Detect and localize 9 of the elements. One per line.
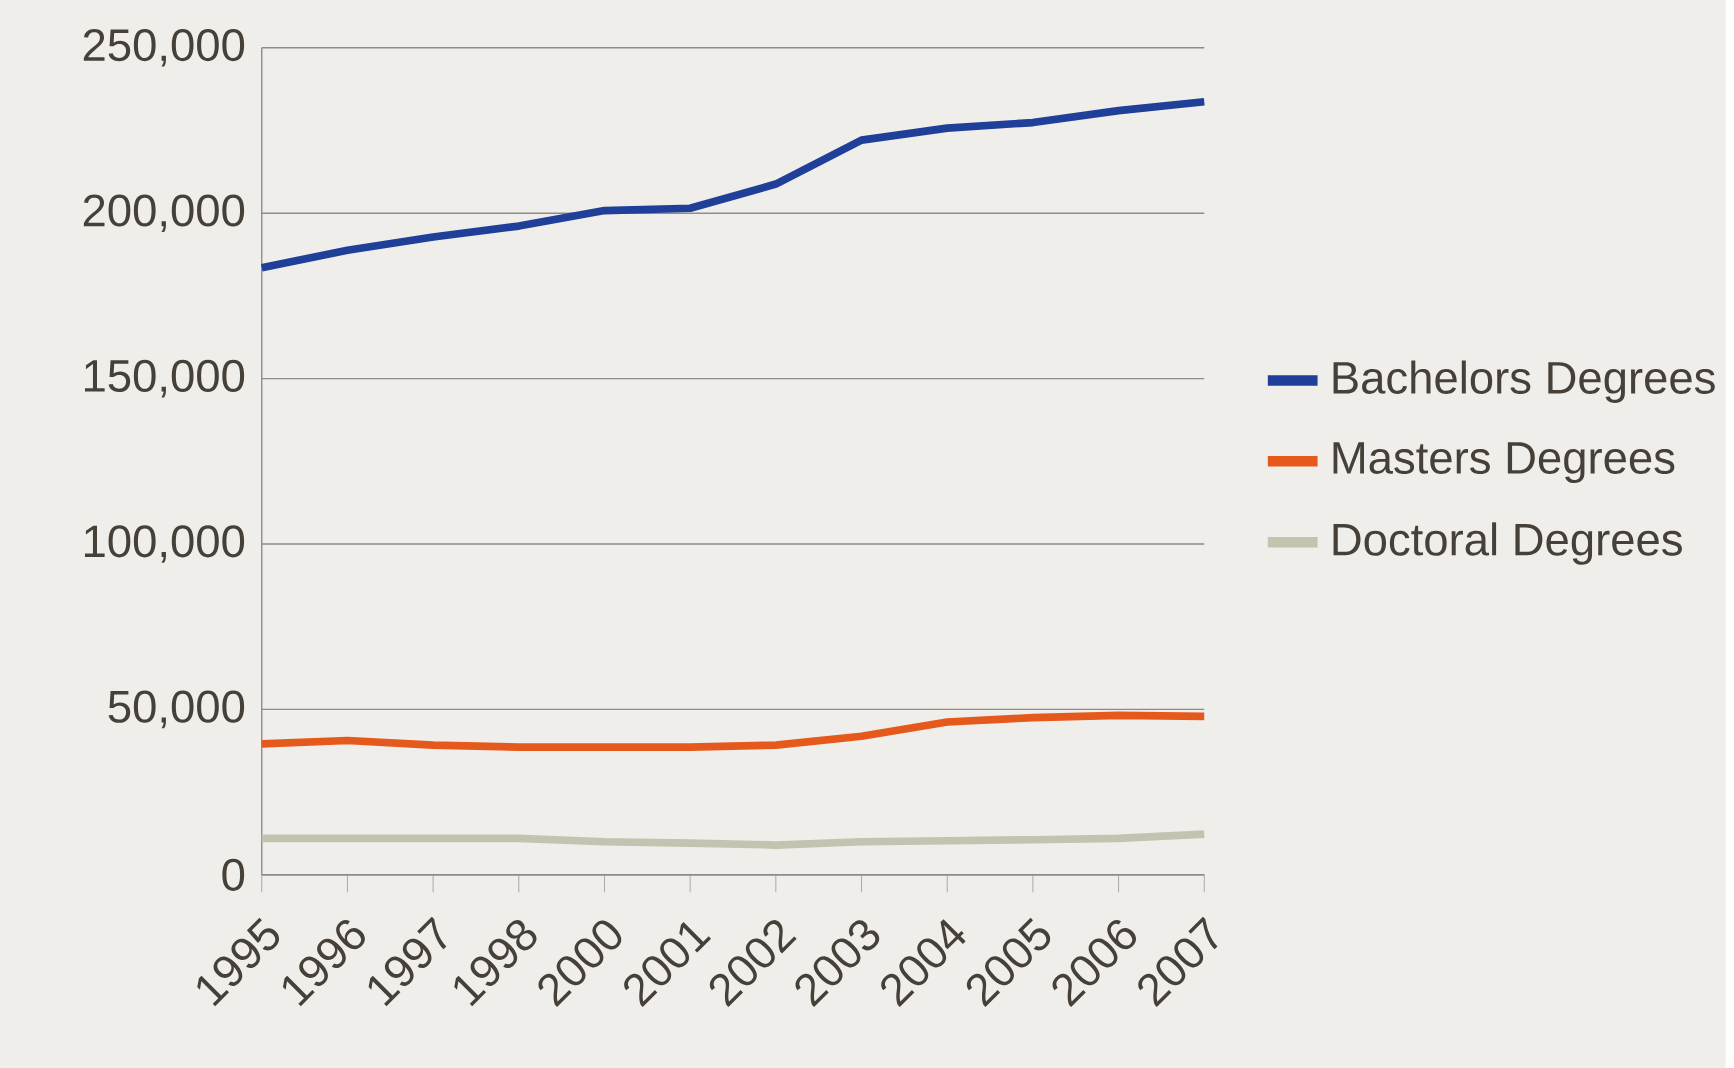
legend-label: Doctoral Degrees [1333, 522, 1682, 565]
y-tick-label: 100,000 [84, 525, 245, 563]
y-tick-label: 200,000 [83, 194, 245, 233]
y-tick-label: 0 [222, 858, 245, 891]
legend-label: Bachelors Degrees [1333, 360, 1715, 403]
y-tick-label: 50,000 [108, 690, 245, 729]
y-tick-label: 150,000 [84, 359, 245, 398]
legend-label: Masters Degrees [1333, 442, 1675, 484]
y-tick-label: 250,000 [83, 29, 245, 67]
